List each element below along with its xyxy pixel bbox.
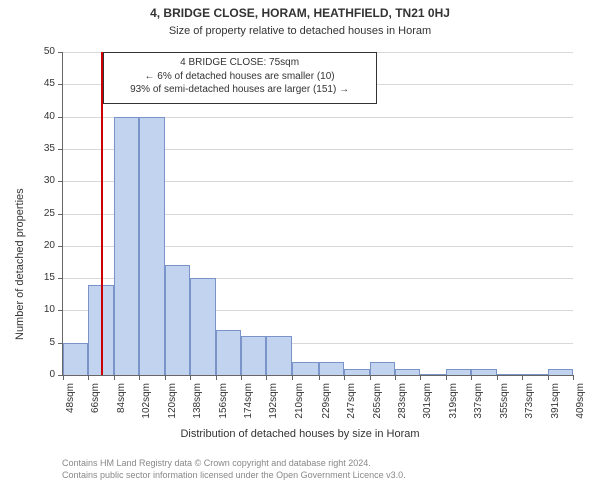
histogram-bar	[165, 265, 190, 375]
xtick-mark	[395, 375, 396, 380]
histogram-bar	[370, 362, 395, 375]
xtick-label: 409sqm	[575, 383, 586, 433]
xtick-mark	[344, 375, 345, 380]
histogram-bar	[139, 117, 164, 375]
footer-attribution: Contains HM Land Registry data © Crown c…	[62, 458, 406, 481]
annotation-line: ← 6% of detached houses are smaller (10)	[110, 70, 370, 84]
xtick-mark	[266, 375, 267, 380]
annotation-line: 93% of semi-detached houses are larger (…	[110, 83, 370, 97]
xtick-mark	[573, 375, 574, 380]
chart-subtitle: Size of property relative to detached ho…	[0, 25, 600, 37]
histogram-bar	[497, 374, 522, 375]
xtick-mark	[88, 375, 89, 380]
ytick-label: 10	[31, 304, 55, 315]
ytick-mark	[58, 310, 63, 311]
xtick-mark	[420, 375, 421, 380]
histogram-bar	[319, 362, 344, 375]
plot-area: 051015202530354045504 BRIDGE CLOSE: 75sq…	[62, 52, 573, 376]
histogram-bar	[216, 330, 241, 375]
ytick-label: 15	[31, 272, 55, 283]
chart-title: 4, BRIDGE CLOSE, HORAM, HEATHFIELD, TN21…	[0, 6, 600, 20]
histogram-bar	[63, 343, 88, 375]
xtick-mark	[471, 375, 472, 380]
xtick-label: 210sqm	[294, 383, 305, 433]
xtick-label: 84sqm	[116, 383, 127, 433]
xtick-label: 229sqm	[321, 383, 332, 433]
ytick-mark	[58, 84, 63, 85]
ytick-label: 5	[31, 337, 55, 348]
xtick-label: 138sqm	[192, 383, 203, 433]
xtick-label: 66sqm	[90, 383, 101, 433]
chart-container: 4, BRIDGE CLOSE, HORAM, HEATHFIELD, TN21…	[0, 0, 600, 500]
xtick-label: 174sqm	[243, 383, 254, 433]
histogram-bar	[190, 278, 215, 375]
ytick-mark	[58, 181, 63, 182]
xtick-mark	[165, 375, 166, 380]
histogram-bar	[446, 369, 471, 375]
ytick-label: 30	[31, 175, 55, 186]
xtick-mark	[190, 375, 191, 380]
ytick-mark	[58, 278, 63, 279]
xtick-label: 391sqm	[550, 383, 561, 433]
xtick-label: 265sqm	[372, 383, 383, 433]
ytick-label: 50	[31, 46, 55, 57]
histogram-bar	[114, 117, 139, 375]
histogram-bar	[266, 336, 291, 375]
xtick-label: 373sqm	[524, 383, 535, 433]
xtick-label: 156sqm	[218, 383, 229, 433]
ytick-label: 40	[31, 111, 55, 122]
ytick-label: 45	[31, 78, 55, 89]
histogram-bar	[548, 369, 573, 375]
xtick-label: 337sqm	[473, 383, 484, 433]
xtick-mark	[522, 375, 523, 380]
xtick-mark	[63, 375, 64, 380]
xtick-mark	[370, 375, 371, 380]
footer-line-2: Contains public sector information licen…	[62, 470, 406, 482]
ytick-mark	[58, 117, 63, 118]
xtick-label: 283sqm	[397, 383, 408, 433]
xtick-mark	[319, 375, 320, 380]
histogram-bar	[471, 369, 496, 375]
xtick-mark	[292, 375, 293, 380]
xtick-label: 319sqm	[448, 383, 459, 433]
xtick-label: 355sqm	[499, 383, 510, 433]
histogram-bar	[344, 369, 369, 375]
xtick-label: 120sqm	[167, 383, 178, 433]
xtick-label: 247sqm	[346, 383, 357, 433]
y-axis-label: Number of detached properties	[14, 188, 26, 340]
xtick-label: 301sqm	[422, 383, 433, 433]
xtick-mark	[114, 375, 115, 380]
footer-line-1: Contains HM Land Registry data © Crown c…	[62, 458, 406, 470]
annotation-box: 4 BRIDGE CLOSE: 75sqm← 6% of detached ho…	[103, 52, 377, 104]
ytick-mark	[58, 246, 63, 247]
ytick-mark	[58, 149, 63, 150]
xtick-mark	[497, 375, 498, 380]
ytick-label: 25	[31, 208, 55, 219]
histogram-bar	[395, 369, 420, 375]
histogram-bar	[241, 336, 266, 375]
ytick-label: 0	[31, 369, 55, 380]
xtick-mark	[139, 375, 140, 380]
xtick-label: 48sqm	[65, 383, 76, 433]
histogram-bar	[522, 374, 547, 375]
annotation-line: 4 BRIDGE CLOSE: 75sqm	[110, 56, 370, 70]
histogram-bar	[292, 362, 319, 375]
xtick-mark	[548, 375, 549, 380]
xtick-mark	[446, 375, 447, 380]
ytick-mark	[58, 52, 63, 53]
ytick-label: 20	[31, 240, 55, 251]
x-axis-label: Distribution of detached houses by size …	[0, 428, 600, 440]
xtick-mark	[241, 375, 242, 380]
histogram-bar	[420, 374, 445, 375]
xtick-mark	[216, 375, 217, 380]
xtick-label: 192sqm	[268, 383, 279, 433]
ytick-label: 35	[31, 143, 55, 154]
ytick-mark	[58, 214, 63, 215]
xtick-label: 102sqm	[141, 383, 152, 433]
